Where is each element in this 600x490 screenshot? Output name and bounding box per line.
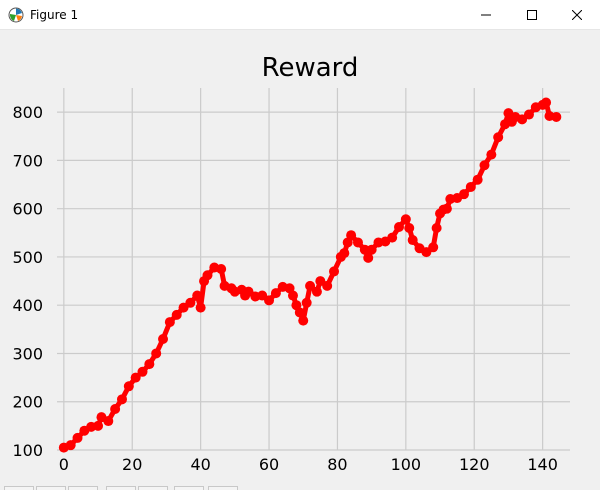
maximize-icon: [527, 10, 537, 20]
toolbar-back-button[interactable]: [36, 486, 66, 490]
window-titlebar: Figure 1: [0, 0, 600, 30]
y-tick-label: 600: [12, 200, 43, 219]
reward-data-point: [93, 420, 104, 431]
y-tick-label: 200: [12, 393, 43, 412]
reward-data-point: [65, 440, 76, 451]
reward-data-point: [158, 333, 169, 344]
chart-title: Reward: [262, 53, 359, 83]
reward-data-point: [144, 359, 155, 370]
reward-data-point: [400, 214, 411, 225]
reward-data-point: [541, 97, 552, 108]
reward-data-point: [311, 286, 322, 297]
reward-data-point: [339, 248, 350, 259]
reward-data-point: [486, 149, 497, 160]
reward-data-point: [195, 302, 206, 313]
y-tick-label: 700: [12, 151, 43, 170]
window-title: Figure 1: [30, 8, 79, 22]
x-tick-label: 140: [527, 455, 558, 474]
reward-data-point: [103, 416, 114, 427]
x-tick-label: 80: [327, 455, 347, 474]
reward-data-point: [185, 297, 196, 308]
reward-data-point: [407, 235, 418, 246]
y-tick-label: 100: [12, 441, 43, 460]
toolbar-configure-button[interactable]: [174, 486, 204, 490]
reward-data-point: [294, 307, 305, 318]
toolbar-forward-button[interactable]: [68, 486, 98, 490]
reward-data-point: [264, 295, 275, 306]
reward-series-line: [61, 100, 559, 451]
reward-data-point: [366, 244, 377, 255]
close-icon: [572, 10, 582, 20]
x-tick-label: 0: [59, 455, 69, 474]
reward-data-point: [523, 109, 534, 120]
reward-data-point: [164, 317, 175, 328]
figure-toolbar: [0, 484, 600, 490]
matplotlib-icon: [8, 7, 24, 23]
reward-data-point: [192, 290, 203, 301]
reward-data-point: [116, 394, 127, 405]
reward-data-point: [431, 222, 442, 233]
toolbar-zoom-button[interactable]: [138, 486, 168, 490]
y-tick-label: 300: [12, 344, 43, 363]
reward-data-point: [493, 132, 504, 143]
reward-data-point: [137, 366, 148, 377]
reward-data-point: [472, 174, 483, 185]
reward-data-point: [404, 222, 415, 233]
reward-data-point: [270, 288, 281, 299]
toolbar-save-button[interactable]: [208, 486, 238, 490]
close-button[interactable]: [554, 0, 600, 30]
minimize-icon: [481, 14, 491, 16]
x-tick-label: 120: [459, 455, 490, 474]
reward-data-point: [346, 230, 357, 241]
reward-data-point: [428, 242, 439, 253]
reward-data-point: [322, 280, 333, 291]
y-tick-label: 800: [12, 103, 43, 122]
y-tick-label: 500: [12, 248, 43, 267]
maximize-button[interactable]: [509, 0, 555, 30]
reward-data-point: [151, 348, 162, 359]
x-tick-label: 40: [190, 455, 210, 474]
x-tick-label: 20: [122, 455, 142, 474]
reward-chart: Reward 0 20 40 60 80 100 120 140 100 200 300 400 500…: [12, 53, 570, 474]
reward-data-point: [387, 232, 398, 243]
reward-data-point: [458, 189, 469, 200]
reward-data-point: [465, 181, 476, 192]
reward-data-point: [130, 372, 141, 383]
reward-data-point: [298, 315, 309, 326]
reward-data-point: [202, 270, 213, 281]
reward-data-point: [72, 432, 83, 443]
toolbar-home-button[interactable]: [4, 486, 34, 490]
x-tick-label: 60: [259, 455, 279, 474]
reward-data-point: [287, 290, 298, 301]
x-tick-label: 100: [391, 455, 422, 474]
minimize-button[interactable]: [463, 0, 509, 30]
reward-data-point: [359, 244, 370, 255]
y-tick-label: 400: [12, 296, 43, 315]
reward-data-point: [123, 381, 134, 392]
reward-data-point: [479, 160, 490, 171]
reward-data-point: [441, 203, 452, 214]
reward-data-point: [301, 297, 312, 308]
reward-data-point: [352, 237, 363, 248]
reward-data-point: [305, 280, 316, 291]
reward-data-point: [171, 309, 182, 320]
reward-data-point: [394, 222, 404, 233]
reward-data-point: [363, 252, 374, 263]
reward-data-point: [110, 403, 121, 414]
reward-data-point: [551, 111, 562, 122]
toolbar-pan-button[interactable]: [106, 486, 136, 490]
reward-data-point: [329, 266, 340, 277]
reward-data-point: [216, 264, 227, 274]
